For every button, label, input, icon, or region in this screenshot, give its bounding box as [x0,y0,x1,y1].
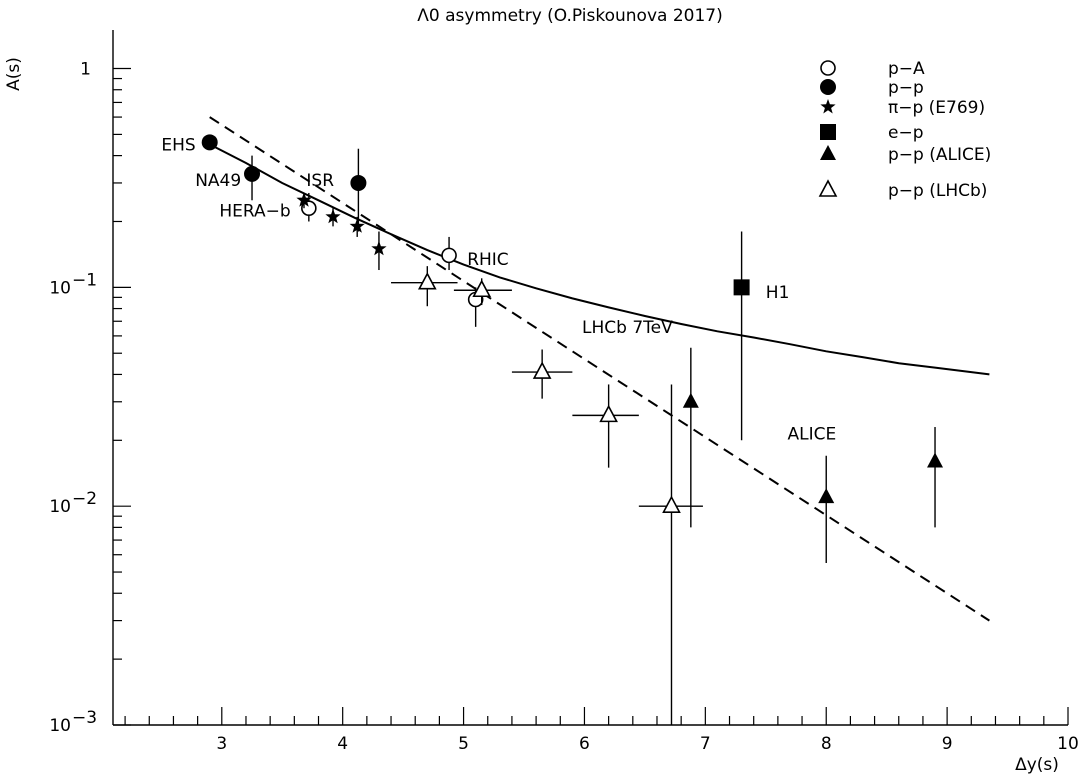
data-point [662,495,681,513]
x-tick-label: 6 [579,734,590,754]
y-tick-exponent: −3 [72,708,97,728]
point-annotation: EHS [161,135,195,155]
series-filled-circle [201,134,367,232]
legend-label: p−p (LHCb) [888,181,987,201]
legend-marker [820,99,836,114]
data-points [201,134,944,725]
data-point [441,247,457,264]
legend-label: p−p (ALICE) [888,145,991,165]
legend-marker [818,179,838,197]
legend-label: p−A [888,59,925,79]
x-axis-title: Δy(s) [1015,755,1059,775]
y-tick-label: 10 [49,278,71,298]
legend-label: π−p (E769) [888,98,985,118]
x-tick-label: 10 [1057,734,1079,754]
x-tick-label: 9 [942,734,953,754]
point-annotation: HERA−b [219,201,290,221]
legend: p−Ap−pπ−p (E769) e−pp−p (ALICE) p−p (LHCb) [818,59,991,201]
x-tick-label: 3 [216,734,227,754]
solid-model-curve [209,143,990,376]
y-tick-exponent: −1 [72,270,97,290]
data-point [301,200,317,217]
data-point [201,134,218,151]
series-open-circle [301,192,484,327]
y-tick-label: 10 [49,497,71,517]
y-tick-exponent: −2 [72,489,97,509]
point-annotation: ISR [306,171,334,191]
legend-marker [820,79,836,95]
y-tick-label: 10 [49,716,71,736]
data-point [349,218,365,233]
series-star [296,192,387,271]
data-point [532,361,552,379]
x-tick-label: 5 [458,734,469,754]
y-axis-title: A(s) [4,57,24,91]
series-filled-triangle [682,347,944,563]
model-curves [209,116,990,622]
legend-marker [820,124,836,140]
y-tick-label: 1 [80,60,91,80]
point-annotation: NA49 [195,171,241,191]
legend-marker [820,60,836,76]
data-point [818,488,835,504]
legend-label: e−p [888,123,924,143]
dashed-fit-curve [209,116,990,622]
data-point [599,404,618,423]
point-annotation: H1 [766,283,790,303]
data-point [927,452,944,468]
point-annotation: LHCb 7TeV [582,318,673,338]
data-point [244,165,261,182]
data-point [371,240,387,256]
point-annotation: ALICE [788,424,837,444]
point-annotation: RHIC [467,250,508,270]
legend-label: p−p [888,78,924,98]
series-filled-square [733,231,750,441]
data-point [733,279,750,296]
data-point [682,392,699,408]
series-open-triangle [391,266,703,725]
chart-title: Λ0 asymmetry (O.Piskounova 2017) [417,6,722,26]
x-tick-label: 4 [337,734,348,754]
data-point [472,279,492,298]
x-tick-label: 7 [700,734,711,754]
data-point [325,208,341,224]
data-point [417,272,437,290]
data-point [296,192,312,207]
legend-marker [820,145,836,160]
x-tick-label: 8 [821,734,832,754]
data-point [350,174,367,191]
